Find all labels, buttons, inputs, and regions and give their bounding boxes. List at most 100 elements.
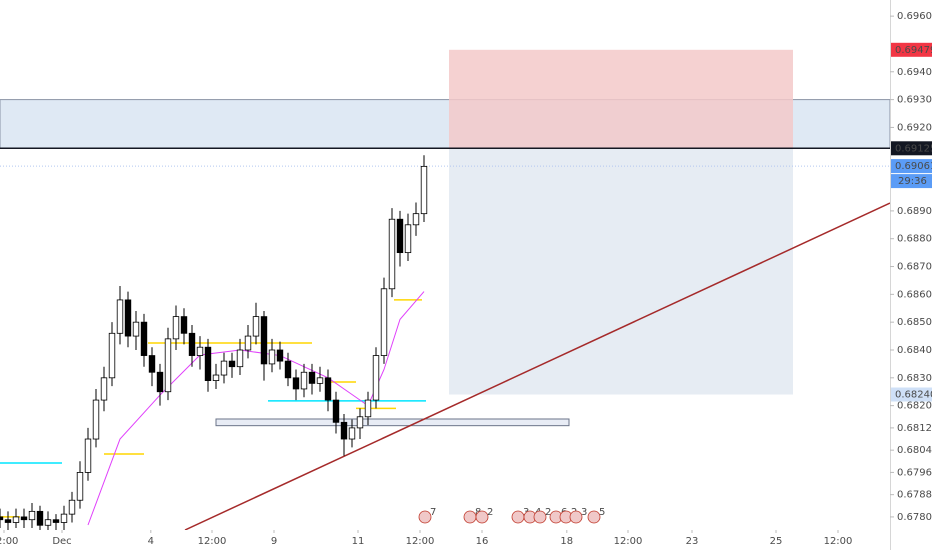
candle-body bbox=[76, 472, 84, 501]
countdown-bg bbox=[891, 174, 932, 189]
x-tick-label: 25 bbox=[770, 536, 783, 547]
candle-body bbox=[252, 316, 260, 337]
candle-body bbox=[0, 516, 4, 521]
candle-body bbox=[140, 321, 148, 356]
candle-body bbox=[52, 519, 60, 523]
event-icon bbox=[533, 510, 547, 524]
candle-body bbox=[92, 399, 100, 440]
price-label-bg bbox=[891, 42, 932, 57]
candle-body bbox=[236, 349, 244, 368]
candle-body bbox=[12, 516, 20, 523]
trend-line bbox=[184, 202, 890, 530]
candle-body bbox=[204, 346, 212, 381]
price-label-bg bbox=[891, 159, 932, 174]
candle-body bbox=[324, 377, 332, 401]
x-tick-label: 18 bbox=[560, 536, 573, 547]
candle-body bbox=[60, 513, 68, 523]
candle-body bbox=[244, 335, 252, 351]
x-tick-label: 23 bbox=[686, 536, 699, 547]
x-tick-label: 12:00 bbox=[406, 536, 435, 547]
price-label: 0.69125 bbox=[895, 143, 932, 154]
x-tick-label: 11 bbox=[352, 536, 365, 547]
candle-body bbox=[188, 332, 196, 356]
candle-body bbox=[372, 355, 380, 401]
candle-body bbox=[420, 165, 428, 215]
x-tick-label: 12:00 bbox=[198, 536, 227, 547]
event-icon bbox=[418, 510, 432, 524]
x-tick-label: 4 bbox=[148, 536, 154, 547]
plot-area bbox=[0, 49, 890, 530]
event-count: 2 bbox=[487, 507, 493, 518]
candle-body bbox=[292, 377, 300, 390]
position-stop bbox=[449, 49, 793, 149]
candle-body bbox=[220, 360, 228, 376]
x-tick-label: 9 bbox=[271, 536, 277, 547]
price-label-bg bbox=[891, 387, 932, 402]
candle-body bbox=[132, 321, 140, 337]
candle-body bbox=[36, 510, 44, 526]
candle-body bbox=[276, 349, 284, 362]
x-tick-label: 12:00 bbox=[0, 536, 18, 547]
candle-body bbox=[332, 399, 340, 423]
box bbox=[215, 418, 570, 427]
countdown: 29:36 bbox=[898, 176, 927, 187]
price-label: 0.68240 bbox=[895, 390, 932, 401]
candle-body bbox=[164, 338, 172, 393]
candle-body bbox=[20, 516, 28, 521]
candle-body bbox=[308, 371, 316, 384]
candle-body bbox=[260, 316, 268, 365]
candle-body bbox=[300, 371, 308, 390]
candle-body bbox=[44, 519, 52, 526]
x-tick-label: 12:00 bbox=[824, 536, 853, 547]
candle-body bbox=[68, 499, 76, 515]
candle-body bbox=[356, 416, 364, 429]
candle-body bbox=[84, 438, 92, 473]
candle-body bbox=[284, 360, 292, 379]
candle-body bbox=[212, 374, 220, 381]
event-count: 7 bbox=[430, 507, 436, 518]
candle-body bbox=[148, 355, 156, 373]
event-icon bbox=[587, 510, 601, 524]
candle-body bbox=[412, 213, 420, 226]
candle-body bbox=[196, 346, 204, 356]
candle-body bbox=[316, 377, 324, 384]
candle-body bbox=[348, 427, 356, 440]
candle-body bbox=[380, 288, 388, 356]
candle-body bbox=[28, 510, 36, 521]
candle-body bbox=[180, 316, 188, 334]
price-label-bg bbox=[891, 141, 932, 156]
event-icon bbox=[475, 510, 489, 524]
candle-body bbox=[404, 224, 412, 254]
price-label: 0.69479 bbox=[895, 45, 932, 56]
candle-body bbox=[172, 316, 180, 340]
candle-body bbox=[100, 377, 108, 401]
x-tick-label: 12:00 bbox=[614, 536, 643, 547]
x-tick-label: 16 bbox=[476, 536, 489, 547]
candle-body bbox=[4, 519, 12, 523]
candle-body bbox=[388, 218, 396, 290]
candle-body bbox=[268, 349, 276, 365]
candle-body bbox=[364, 399, 372, 418]
candle-body bbox=[116, 299, 124, 334]
candle-body bbox=[156, 371, 164, 393]
candle-body bbox=[396, 218, 404, 254]
candle-body bbox=[228, 360, 236, 368]
